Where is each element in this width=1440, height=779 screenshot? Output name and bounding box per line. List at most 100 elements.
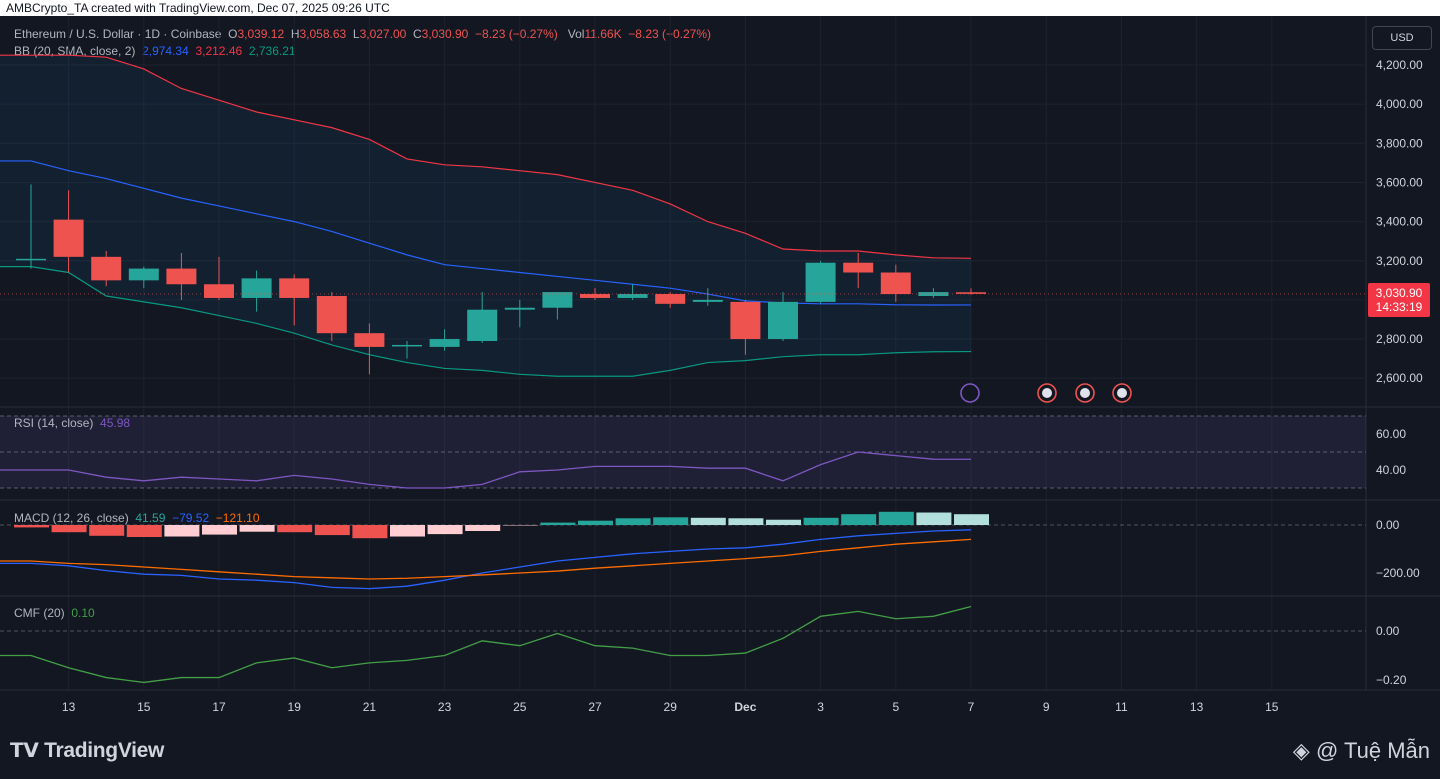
macd-histogram-bar: [277, 525, 313, 533]
cmf-label: CMF (20): [14, 606, 65, 620]
macd-histogram-bar: [314, 525, 350, 536]
macd-histogram-bar: [465, 525, 501, 531]
cmf-value: 0.10: [71, 606, 95, 620]
time-tick-label: 23: [438, 700, 452, 714]
candle-body: [918, 292, 949, 296]
candle-body: [429, 339, 460, 347]
candle: [279, 274, 310, 326]
candle-body: [805, 262, 836, 302]
volume-change: −8.23 (−0.27%): [628, 27, 712, 41]
candle-body: [128, 268, 159, 281]
us-flag-event-icon-core: [1080, 388, 1090, 398]
time-tick-label: Dec: [734, 700, 756, 714]
bb-basis-line: [0, 160, 972, 306]
macd-tick-label: −200.00: [1376, 566, 1420, 580]
macd-value: 41.59: [135, 511, 166, 525]
bb-legend: BB (20, SMA, close, 2) 2,974.34 3,212.46…: [14, 44, 296, 58]
candle: [467, 292, 498, 343]
tradingview-brand[interactable]: 𝗧𝗩 TradingView: [10, 739, 165, 762]
candle-body: [392, 344, 422, 347]
candle: [53, 190, 84, 273]
time-tick-label: 17: [212, 700, 226, 714]
candle-body: [166, 268, 197, 285]
time-tick-label: 29: [664, 700, 678, 714]
high-label: H: [290, 27, 300, 41]
signal-line: [0, 538, 972, 580]
price-tick-label: 2,800.00: [1376, 332, 1423, 346]
macd-histogram-bar: [690, 517, 726, 525]
bb-lower-line: [0, 266, 972, 377]
price-tick-label: 3,400.00: [1376, 215, 1423, 229]
candle: [354, 323, 385, 375]
candle: [128, 266, 159, 289]
currency-button[interactable]: USD: [1372, 26, 1432, 50]
candle-body: [843, 262, 874, 273]
candle: [730, 299, 761, 355]
candle: [580, 288, 610, 300]
us-flag-event-icon: [1037, 383, 1057, 403]
ohlc-legend: Ethereum / U.S. Dollar · 1D · Coinbase O…: [14, 27, 711, 41]
chart-area[interactable]: 4,200.00 4,000.00 3,800.00 3,600.00 3,400.00…: [0, 16, 1440, 724]
candle-body: [204, 284, 234, 298]
candle: [316, 292, 347, 342]
candle: [166, 252, 197, 300]
us-flag-event-icon: [1075, 383, 1095, 403]
time-tick-label: 13: [62, 700, 76, 714]
macd-histogram-bar: [14, 525, 49, 528]
bar-countdown: 14:33:19: [1375, 300, 1423, 314]
candle-body: [467, 309, 498, 342]
macd-histogram-bar: [126, 525, 162, 537]
candle-body: [504, 307, 535, 310]
watermark-text: @ Tuệ Mẫn: [1315, 738, 1430, 763]
macd-label: MACD (12, 26, close): [14, 511, 129, 525]
macd-histogram-bar: [878, 511, 914, 525]
volume-value: 11.66K: [584, 27, 622, 41]
rsi-line: [0, 451, 972, 489]
bb-label: BB (20, SMA, close, 2): [14, 44, 136, 58]
candle: [918, 288, 949, 298]
macd-histogram-bar: [89, 525, 125, 536]
price-tick-label: 3,200.00: [1376, 254, 1423, 268]
open-value: 3,039.12: [237, 27, 285, 41]
candle: [880, 264, 911, 302]
rsi-tick-label: 60.00: [1376, 427, 1406, 441]
price-tick-label: 4,000.00: [1376, 97, 1423, 111]
candle-body: [279, 278, 310, 298]
volume-label: Vol: [567, 27, 585, 41]
rsi-tick-label: 40.00: [1376, 463, 1406, 477]
macd-histogram-bar: [427, 525, 463, 535]
low-label: L: [352, 27, 360, 41]
chart-credit-bar: AMBCrypto_TA created with TradingView.co…: [0, 0, 1440, 16]
brand-name: TradingView: [44, 739, 165, 762]
time-tick-label: 25: [513, 700, 527, 714]
candle-body: [617, 294, 648, 298]
rsi-value: 45.98: [100, 416, 131, 430]
time-tick-label: 9: [1043, 700, 1050, 714]
candle-body: [956, 292, 986, 294]
macd-legend: MACD (12, 26, close) 41.59 −79.52 −121.1…: [14, 511, 260, 525]
macd-tick-label: 0.00: [1376, 518, 1400, 532]
bb-upper-line: [0, 54, 972, 259]
symbol-title: Ethereum / U.S. Dollar · 1D · Coinbase: [14, 27, 222, 41]
candle-body: [655, 294, 686, 304]
candle: [956, 288, 986, 295]
candle: [843, 252, 874, 289]
candle-body: [316, 295, 347, 334]
macd-histogram-bar: [540, 522, 576, 525]
price-tick-label: 3,800.00: [1376, 136, 1423, 150]
last-price: 3,030.90: [1375, 286, 1423, 300]
macd-histogram-bar: [841, 514, 877, 525]
time-tick-label: 19: [288, 700, 302, 714]
candle-body: [880, 272, 911, 295]
macd-histogram-bar: [202, 525, 237, 535]
candle: [542, 292, 573, 320]
time-tick-label: 15: [1265, 700, 1279, 714]
candle-body: [53, 219, 84, 257]
bb-mid-value: 2,974.34: [142, 44, 189, 58]
macd-line: [0, 529, 972, 590]
candle: [692, 288, 723, 306]
binance-logo-icon: ◈: [1292, 738, 1310, 763]
author-watermark: ◈ @ Tuệ Mẫn: [1293, 738, 1430, 764]
candle: [617, 284, 648, 300]
candle: [392, 341, 422, 359]
